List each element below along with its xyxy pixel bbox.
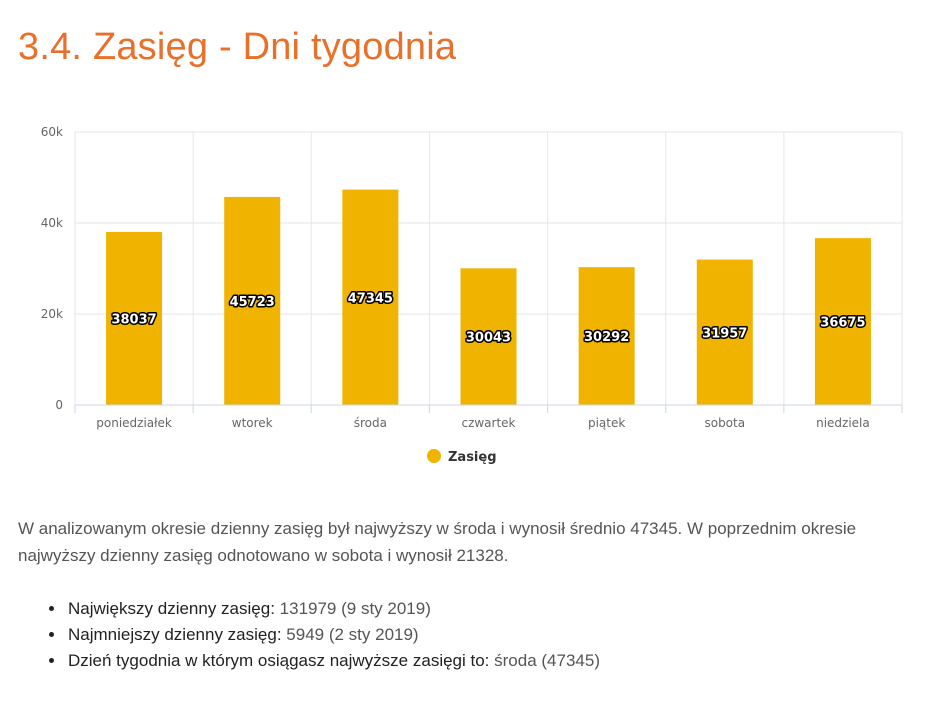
stat-item-min: Najmniejszy dzienny zasięg: 5949 (2 sty … — [66, 622, 600, 648]
legend[interactable]: Zasięg — [427, 449, 497, 465]
stat-value: 131979 (9 sty 2019) — [279, 599, 431, 618]
x-tick-label: środa — [354, 416, 387, 430]
stat-label: Najmniejszy dzienny zasięg: — [68, 625, 282, 644]
x-axis: poniedziałek wtorek środa czwartek piątek sob… — [74, 404, 903, 430]
x-tick-label: czwartek — [461, 416, 515, 430]
stat-item-best-day: Dzień tygodnia w którym osiągasz najwyżs… — [66, 648, 600, 674]
legend-item[interactable]: Zasięg — [427, 449, 497, 465]
data-label: 47345 — [348, 291, 393, 306]
data-labels: 38037 45723 47345 30043 30292 31957 36675 — [110, 290, 867, 347]
x-tick-label: wtorek — [232, 416, 273, 430]
bar[interactable] — [578, 267, 635, 405]
bar[interactable] — [342, 189, 399, 405]
x-tick-label: piątek — [588, 416, 625, 430]
x-tick-label: sobota — [704, 416, 745, 430]
page-title: 3.4. Zasięg - Dni tygodnia — [18, 26, 457, 68]
x-tick-label: niedziela — [816, 416, 870, 430]
legend-label: Zasięg — [448, 450, 497, 465]
data-label: 38037 — [111, 312, 156, 327]
data-label: 36675 — [820, 316, 865, 331]
legend-marker — [427, 449, 441, 463]
y-axis: 0 20k 40k 60k — [41, 125, 63, 412]
bar[interactable] — [106, 231, 163, 405]
grid-lines — [74, 131, 903, 405]
y-tick-label: 20k — [41, 307, 63, 321]
bar-chart: 0 20k 40k 60k poniedziałek wtorek środa czwart… — [41, 125, 903, 465]
summary-text: W analizowanym okresie dzienny zasięg by… — [18, 519, 857, 565]
bar[interactable] — [460, 268, 517, 405]
y-tick-label: 60k — [41, 125, 63, 139]
stat-label: Największy dzienny zasięg: — [68, 599, 275, 618]
x-tick-label: poniedziałek — [96, 416, 172, 430]
stat-value: środa (47345) — [494, 651, 600, 670]
bar[interactable] — [696, 259, 753, 405]
bars — [106, 189, 871, 405]
bar[interactable] — [224, 196, 281, 405]
y-tick-label: 40k — [41, 216, 63, 230]
data-label: 45723 — [230, 295, 275, 310]
y-tick-label: 0 — [55, 398, 63, 412]
data-label: 31957 — [702, 326, 747, 341]
bar[interactable] — [814, 238, 871, 405]
stat-item-max: Największy dzienny zasięg: 131979 (9 sty… — [66, 596, 600, 622]
data-label: 30292 — [584, 330, 629, 345]
stat-value: 5949 (2 sty 2019) — [286, 625, 419, 644]
data-label: 30043 — [466, 331, 511, 346]
stats-list: Największy dzienny zasięg: 131979 (9 sty… — [40, 596, 600, 674]
stat-label: Dzień tygodnia w którym osiągasz najwyżs… — [68, 651, 490, 670]
